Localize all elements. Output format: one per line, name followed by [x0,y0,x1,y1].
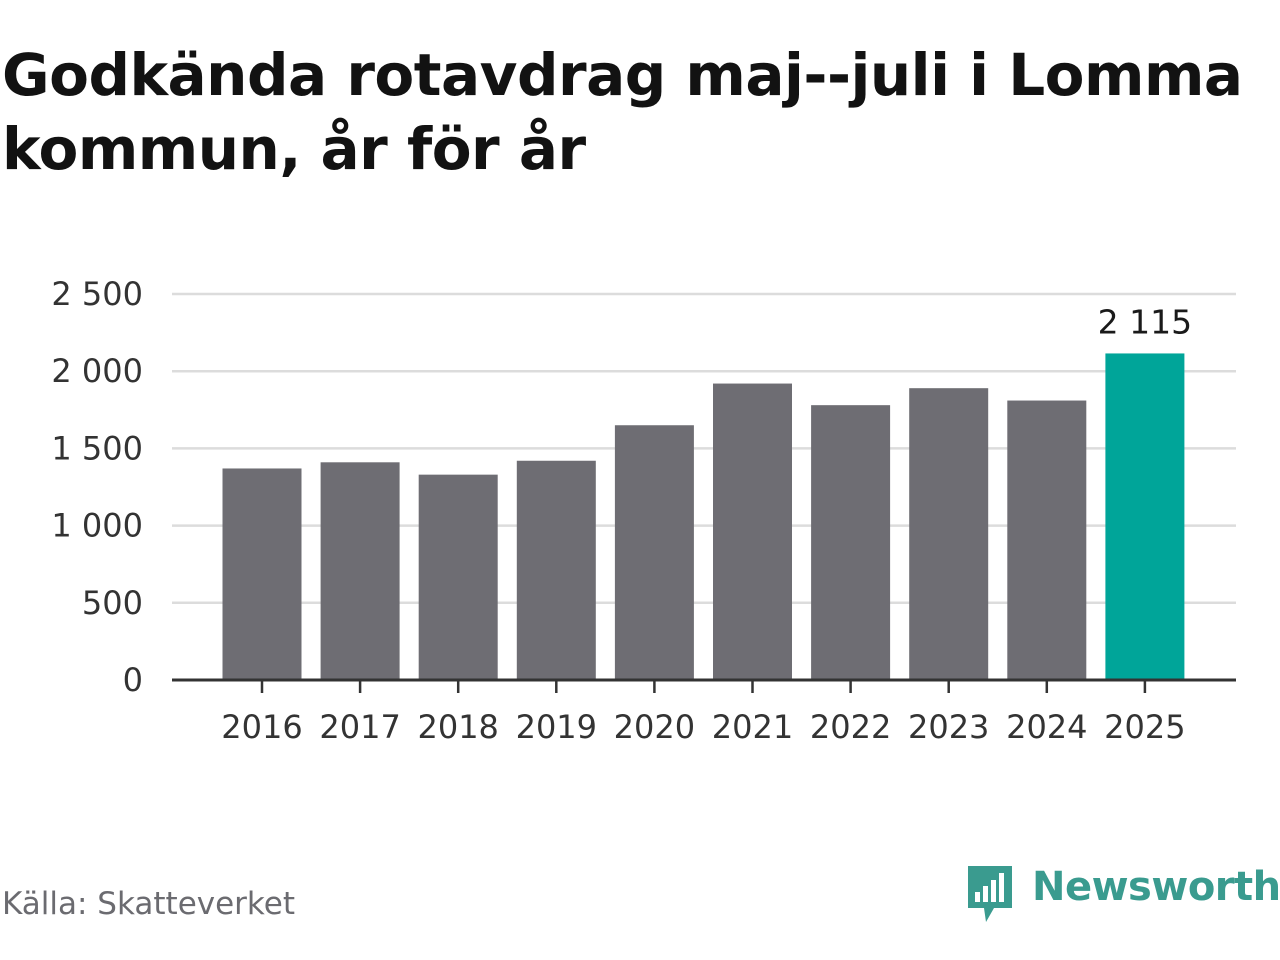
bar [713,383,792,680]
y-tick-label: 2 000 [51,352,143,390]
bar [1007,400,1087,680]
bar [418,474,498,680]
bar [1105,353,1185,680]
x-tick-label: 2016 [221,708,302,746]
x-tick-label: 2024 [1006,708,1087,746]
x-tick-label: 2021 [712,708,793,746]
x-tick-label: 2019 [516,708,597,746]
y-tick-label: 0 [123,661,143,699]
y-tick-label: 500 [82,584,143,622]
x-tick-label: 2018 [417,708,498,746]
data-label: 2 115 [1098,302,1192,341]
x-tick-label: 2022 [810,708,891,746]
x-tick-label: 2023 [908,708,989,746]
newsworthy-logo-icon [968,866,1012,922]
x-tick-label: 2020 [614,708,695,746]
bar [909,388,989,680]
bar [320,462,400,680]
x-tick-label: 2025 [1104,708,1185,746]
y-tick-label: 1 500 [51,429,143,467]
y-tick-label: 1 000 [51,507,143,545]
x-tick-label: 2017 [319,708,400,746]
bar [811,405,891,680]
bar [614,425,694,680]
y-tick-label: 2 500 [51,275,143,313]
source-note: Källa: Skatteverket [2,886,296,922]
bar [516,460,596,680]
bar [222,468,302,680]
logo-text: Newsworthy [1032,864,1280,910]
newsworthy-logo: Newsworthy [964,862,1280,932]
page-title: Godkända rotavdrag maj--juli i Lomma kom… [2,41,1243,183]
